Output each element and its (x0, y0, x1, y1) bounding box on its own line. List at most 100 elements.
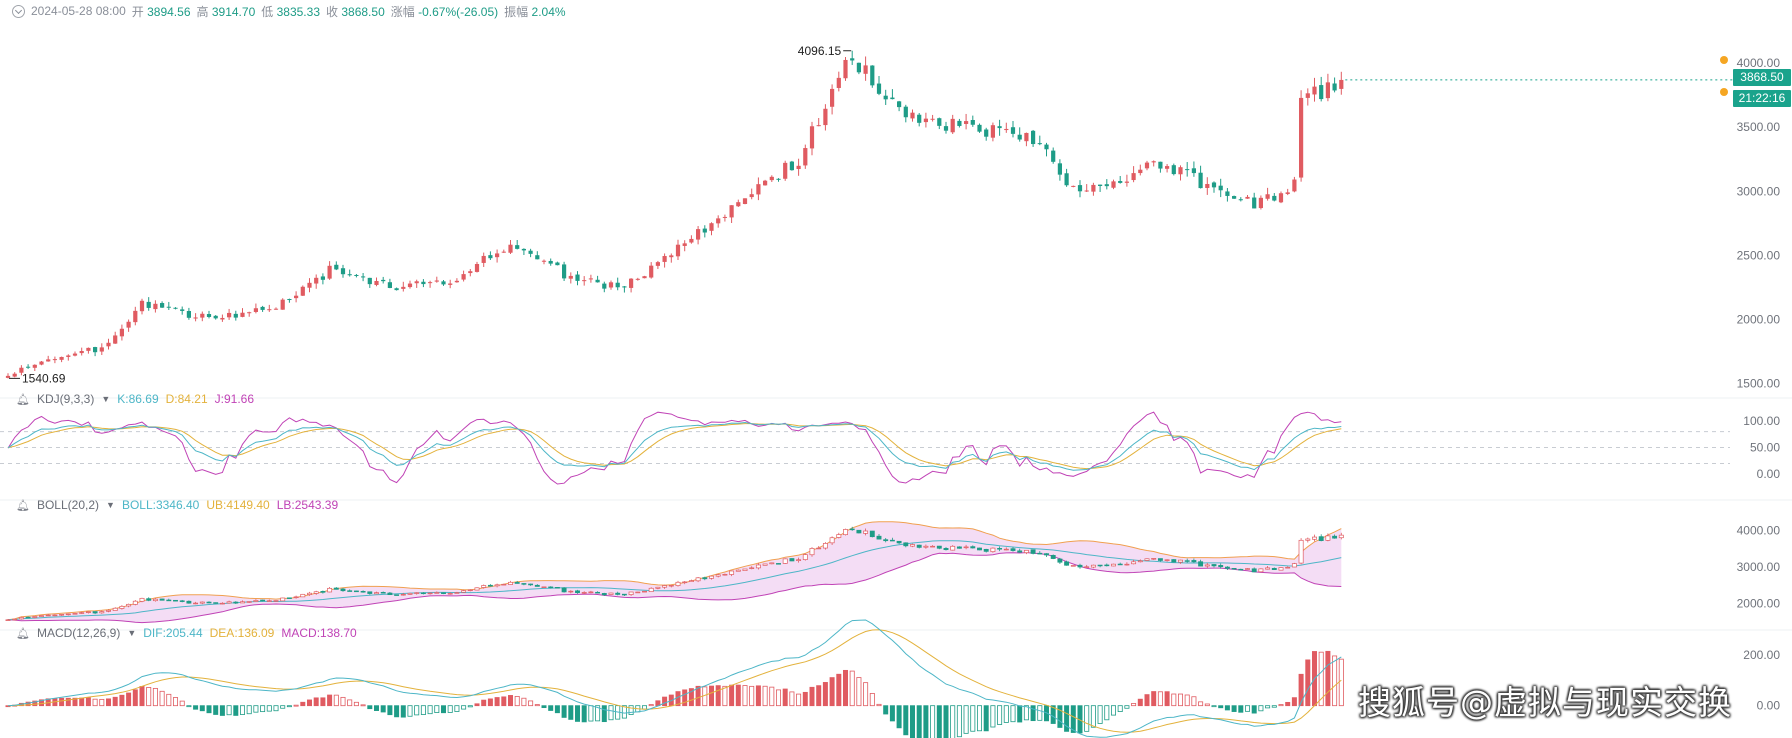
open-label: 开 (131, 4, 144, 19)
dropdown-caret-icon[interactable]: ▼ (127, 628, 137, 638)
boll-candle (59, 614, 65, 616)
candle (454, 280, 459, 283)
candle (682, 243, 687, 246)
open-value: 3894.56 (147, 4, 191, 19)
price-axis-tick-label: 4000.00 (1737, 56, 1781, 70)
macd-histogram-bar (507, 695, 513, 707)
boll-candle (1023, 549, 1029, 554)
macd-histogram-bar (1305, 659, 1311, 707)
candle (26, 366, 31, 368)
boll-lb-line (7, 552, 1342, 624)
macd-histogram-bar (1090, 705, 1096, 728)
boll-candle (688, 580, 694, 583)
collapse-icon[interactable] (12, 4, 25, 18)
macd-histogram-bar (1218, 705, 1224, 709)
price-axis-tick-label: 3500.00 (1737, 120, 1781, 134)
candle (595, 279, 600, 283)
candle (515, 245, 520, 249)
boll-candle (648, 587, 654, 593)
alert-bell-icon[interactable]: 🔔︎ (16, 499, 30, 512)
candle (635, 278, 640, 280)
alert-bell-icon[interactable]: 🔔︎ (16, 393, 30, 406)
candle (716, 218, 721, 224)
macd-histogram-bar (836, 673, 842, 707)
candle (1004, 128, 1009, 131)
candle (448, 283, 453, 285)
boll-candle (655, 586, 661, 589)
candle (79, 350, 84, 354)
macd-histogram-bar (501, 696, 507, 707)
dropdown-caret-icon[interactable]: ▼ (106, 500, 115, 510)
boll-candle (997, 548, 1003, 550)
macd-histogram-bar (688, 688, 694, 707)
macd-histogram-bar (695, 685, 701, 707)
macd-histogram-bar (1238, 705, 1244, 713)
boll-candle (159, 598, 165, 601)
alert-dot-icon[interactable] (1720, 88, 1728, 96)
boll-candle (420, 592, 426, 595)
candle (327, 265, 332, 279)
boll-candle (1178, 559, 1183, 563)
macd-histogram-bar (79, 697, 85, 707)
candle (186, 311, 191, 318)
candle (481, 255, 486, 263)
high-annotation: 4096.15 (798, 44, 842, 58)
candle (756, 184, 761, 195)
macd-dea-line (7, 629, 1342, 733)
macd-histogram-bar (420, 705, 426, 715)
boll-candle (400, 593, 406, 596)
candle (434, 280, 439, 282)
boll-candle (977, 547, 982, 551)
kdj-k: K:86.69 (117, 392, 159, 406)
ohlc-header: 2024-05-28 08:00 开 3894.56 高 3914.70 低 3… (12, 2, 566, 20)
boll-candle (762, 563, 768, 566)
boll-candle (441, 592, 446, 594)
candle (488, 255, 493, 259)
macd-histogram-bar (260, 705, 266, 713)
boll-candle (1077, 564, 1083, 568)
candle (273, 308, 279, 310)
kdj-axis-tick-label: 50.00 (1750, 441, 1780, 455)
boll-candle (1084, 566, 1090, 568)
candle (964, 121, 969, 124)
boll-candle (72, 613, 78, 615)
candle (374, 280, 379, 285)
alert-bell-icon[interactable]: 🔔︎ (16, 627, 30, 640)
macd-histogram-bar (608, 705, 614, 721)
macd-histogram-bar (206, 705, 212, 714)
macd-histogram-bar (293, 704, 299, 707)
alert-dot-icon[interactable] (1720, 56, 1728, 64)
candle (93, 347, 98, 353)
macd-histogram-bar (1265, 705, 1271, 709)
macd-histogram-bar (662, 696, 668, 707)
boll-candle (340, 588, 346, 592)
last-price-tag: 3868.50 (1733, 69, 1791, 86)
candle (1131, 173, 1136, 181)
macd-histogram-bar (152, 687, 158, 707)
macd-histogram-bar (1050, 705, 1056, 724)
candle (910, 112, 915, 119)
boll-legend[interactable]: 🔔︎ BOLL(20,2) ▼ BOLL:3346.40 UB:4149.40 … (16, 498, 338, 512)
dropdown-caret-icon[interactable]: ▼ (101, 394, 111, 404)
boll-candle (5, 619, 11, 621)
kdj-legend[interactable]: 🔔︎ KDJ(9,3,3) ▼ K:86.69 D:84.21 J:91.66 (16, 392, 254, 406)
boll-candle (32, 616, 38, 618)
macd-histogram-bar (1245, 705, 1251, 712)
macd-histogram-bar (112, 696, 118, 707)
candle (1292, 179, 1297, 192)
boll-candle (789, 558, 795, 562)
candle (776, 178, 781, 180)
boll-candle (829, 537, 835, 544)
candle (287, 299, 292, 301)
candle (1124, 181, 1129, 183)
candle (1198, 172, 1203, 189)
candle (347, 274, 352, 276)
macd-legend[interactable]: 🔔︎ MACD(12,26,9) ▼ DIF:205.44 DEA:136.09… (16, 626, 357, 640)
macd-histogram-bar (1117, 705, 1123, 712)
boll-candle (635, 591, 641, 594)
candle (1158, 161, 1163, 169)
candle (428, 282, 433, 284)
macd-histogram-bar (213, 705, 219, 715)
boll-candle (903, 542, 909, 547)
